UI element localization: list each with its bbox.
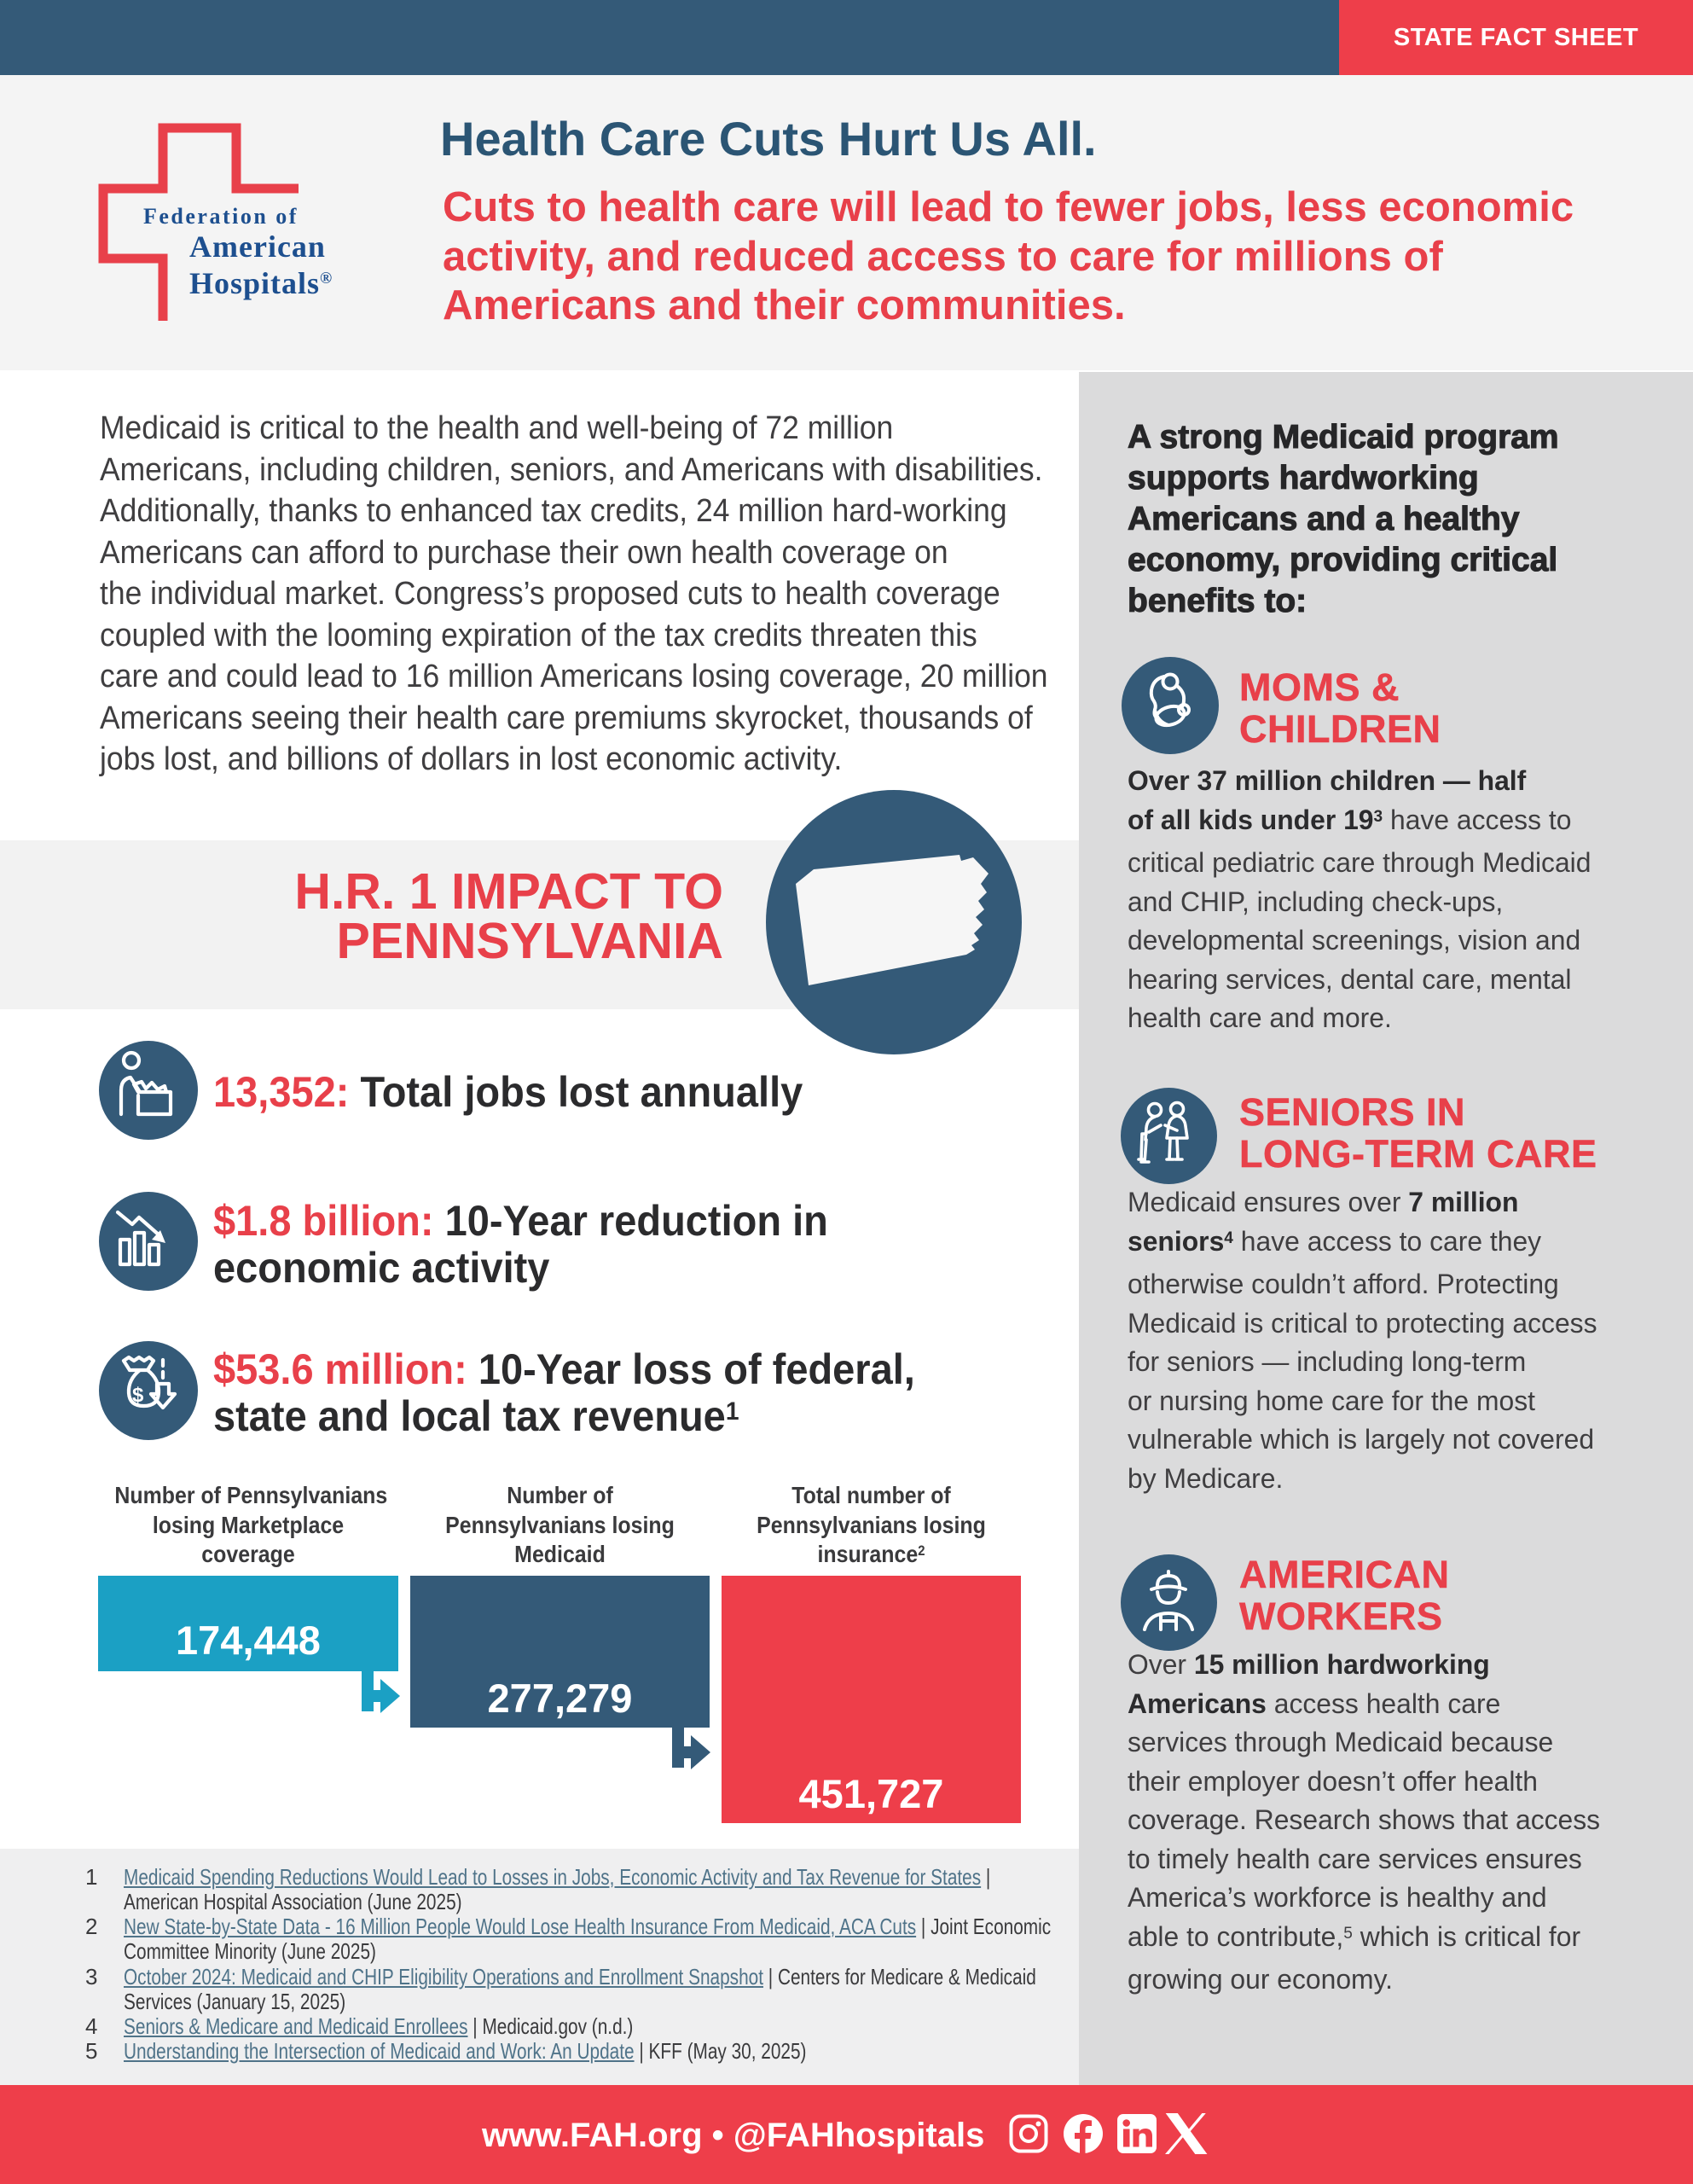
svg-text:American: American — [189, 229, 326, 264]
svg-text:$: $ — [132, 1384, 144, 1407]
svg-text:Federation of: Federation of — [143, 204, 299, 229]
svg-text:Hospitals®: Hospitals® — [189, 266, 333, 300]
